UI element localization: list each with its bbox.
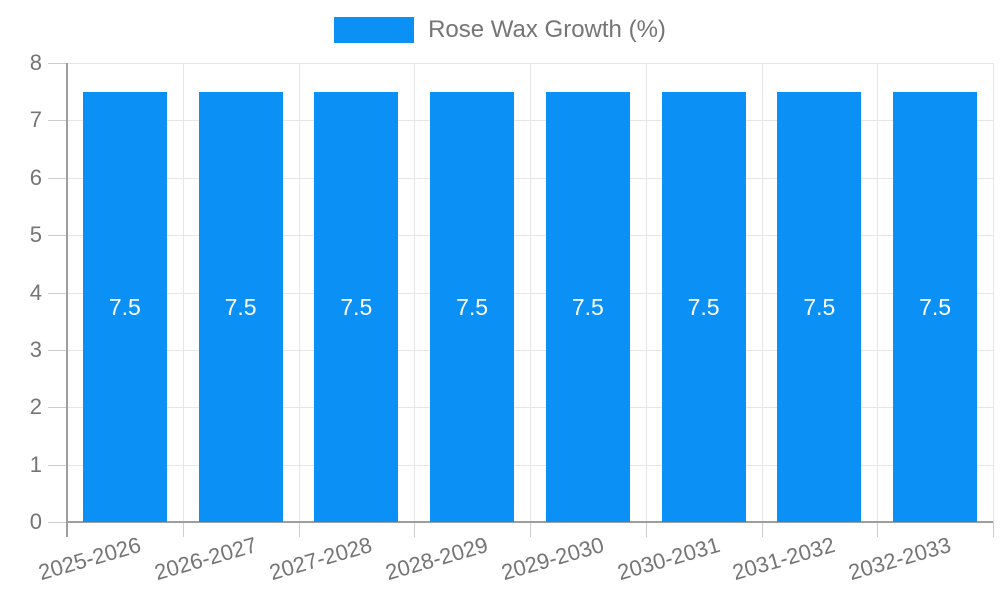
bar[interactable]	[82, 91, 167, 522]
y-axis-tick	[48, 177, 67, 179]
legend-swatch-icon	[334, 17, 415, 43]
x-axis-baseline	[67, 521, 993, 523]
bar-value-label: 7.5	[108, 293, 141, 320]
gridline-vertical	[298, 63, 300, 522]
y-axis-tick-label: 2	[29, 394, 42, 420]
y-axis-tick-label: 8	[29, 50, 42, 75]
y-axis-tick	[48, 292, 67, 294]
bar[interactable]	[661, 91, 746, 522]
x-axis-tick	[993, 522, 994, 537]
y-axis-tick	[48, 349, 67, 351]
bar-value-label: 7.5	[803, 293, 836, 320]
gridline-vertical	[182, 63, 184, 522]
y-axis-tick	[48, 464, 67, 466]
y-axis-tick-label: 5	[29, 222, 42, 248]
gridline-vertical	[877, 63, 879, 522]
bar[interactable]	[893, 91, 978, 522]
x-axis-tick	[530, 522, 531, 537]
y-axis-tick	[48, 120, 67, 122]
bar-value-label: 7.5	[456, 293, 489, 320]
bar[interactable]	[430, 91, 515, 522]
gridline-vertical	[645, 63, 647, 522]
x-axis-tick	[761, 522, 763, 537]
y-axis-tick	[48, 235, 67, 237]
y-axis-tick	[48, 407, 67, 409]
y-axis-tick	[48, 63, 67, 64]
y-axis-tick-label: 7	[29, 107, 42, 133]
legend: Rose Wax Growth (%)	[0, 17, 1000, 43]
x-axis-tick	[645, 522, 647, 537]
bar-value-label: 7.5	[340, 293, 373, 320]
legend-label: Rose Wax Growth (%)	[428, 16, 666, 43]
bar[interactable]	[314, 91, 399, 522]
x-axis-tick	[298, 522, 300, 537]
gridline-vertical	[993, 63, 994, 522]
gridline-vertical	[761, 63, 763, 522]
legend-item[interactable]: Rose Wax Growth (%)	[334, 17, 666, 43]
bar-value-label: 7.5	[687, 293, 720, 320]
x-axis-tick	[877, 522, 879, 537]
bar-value-label: 7.5	[571, 293, 604, 320]
x-axis-tick	[414, 522, 416, 537]
bar[interactable]	[198, 91, 283, 522]
bar[interactable]	[777, 91, 862, 522]
x-axis-tick	[182, 522, 184, 537]
bar-value-label: 7.5	[919, 293, 952, 320]
bar-value-label: 7.5	[224, 293, 257, 320]
gridline-vertical	[530, 63, 531, 522]
y-axis-tick-label: 3	[29, 336, 42, 362]
bar[interactable]	[545, 91, 630, 522]
y-axis-tick-label: 1	[29, 451, 42, 477]
gridline-vertical	[414, 63, 416, 522]
y-axis-tick-label: 6	[29, 164, 42, 190]
y-axis-tick-label: 0	[29, 509, 42, 534]
y-axis-tick-label: 4	[29, 279, 42, 305]
y-axis-tick	[48, 522, 67, 523]
y-axis-line	[66, 63, 68, 537]
